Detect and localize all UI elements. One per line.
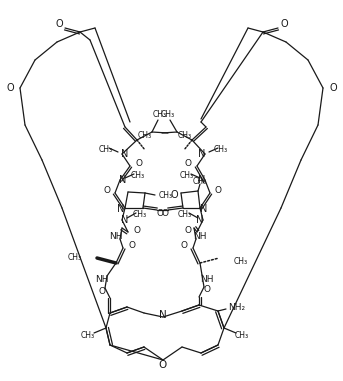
Text: N: N (119, 175, 127, 185)
Text: NH: NH (200, 274, 214, 283)
Text: CH₃: CH₃ (153, 109, 167, 118)
Text: CH₃: CH₃ (131, 171, 145, 179)
Text: CH₃: CH₃ (99, 144, 113, 154)
Text: N: N (198, 149, 206, 159)
Text: N: N (198, 175, 206, 185)
Text: NH: NH (109, 232, 123, 240)
Text: O: O (55, 19, 63, 29)
Text: O: O (280, 19, 288, 29)
Text: O: O (156, 208, 164, 218)
Text: N: N (121, 149, 129, 159)
Text: CH₃: CH₃ (193, 176, 207, 186)
Text: O: O (329, 83, 337, 93)
Text: O: O (129, 240, 135, 250)
Text: O: O (203, 285, 211, 295)
Text: CH₃: CH₃ (178, 131, 192, 139)
Text: NH: NH (95, 275, 109, 285)
Text: O: O (180, 240, 188, 250)
Text: O: O (162, 208, 168, 218)
Text: CH₃: CH₃ (234, 256, 248, 266)
Text: N: N (121, 215, 129, 225)
Text: CH₃: CH₃ (159, 190, 173, 200)
Text: CH₃: CH₃ (178, 210, 192, 218)
Text: CH₃: CH₃ (81, 331, 95, 341)
Text: N: N (196, 215, 204, 225)
Text: O: O (133, 226, 141, 234)
Text: N: N (200, 204, 208, 214)
Text: CH₃: CH₃ (138, 131, 152, 139)
Text: CH₃: CH₃ (235, 331, 249, 341)
Text: O: O (98, 287, 106, 296)
Text: O: O (135, 158, 142, 168)
Text: CH₃: CH₃ (68, 253, 82, 263)
Text: NH: NH (193, 232, 207, 240)
Text: N: N (117, 204, 125, 214)
Text: CH₃: CH₃ (214, 144, 228, 154)
Text: O: O (170, 190, 178, 200)
Text: CH₃: CH₃ (133, 210, 147, 218)
Text: N: N (159, 310, 167, 320)
Text: O: O (185, 226, 191, 234)
Text: O: O (185, 158, 191, 168)
Text: CH₃: CH₃ (180, 171, 194, 179)
Text: NH₂: NH₂ (228, 303, 245, 312)
Text: O: O (6, 83, 14, 93)
Text: CH₃: CH₃ (161, 109, 175, 118)
Text: O: O (104, 186, 110, 194)
Text: O: O (214, 186, 222, 194)
Text: O: O (159, 360, 167, 370)
